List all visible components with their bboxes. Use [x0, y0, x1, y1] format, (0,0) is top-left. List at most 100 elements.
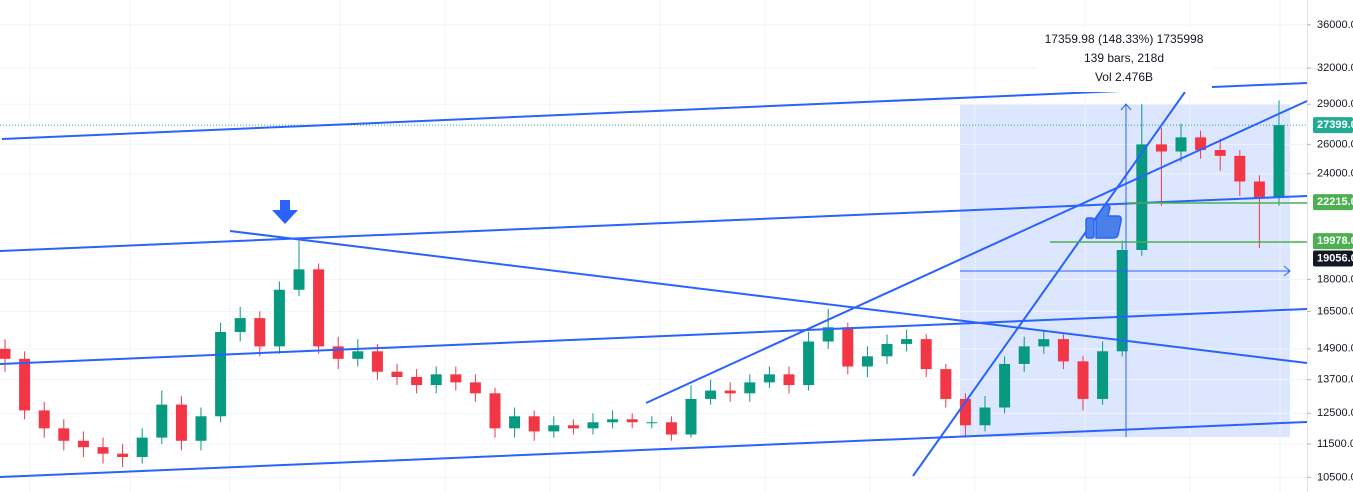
candle-body — [254, 318, 266, 347]
price-label: 22215.0 — [1317, 196, 1353, 208]
candle-body — [411, 377, 423, 386]
candle-body — [77, 440, 89, 448]
measure-tooltip: 17359.98 (148.33%) 1735998 139 bars, 218… — [1037, 28, 1212, 92]
candle-body — [1253, 181, 1265, 198]
candle-body — [803, 341, 815, 386]
candle-body — [136, 437, 148, 457]
candle-body — [234, 318, 246, 332]
candle-body — [391, 371, 403, 378]
candle-body — [1214, 150, 1226, 156]
price-axis-labels: 36000.0 32000.0 29000.0 26000.0 24000.0 18000… — [1307, 19, 1353, 483]
candle-body — [744, 382, 756, 394]
candle-body — [763, 374, 775, 383]
price-label: 19056.0 — [1317, 252, 1353, 264]
candle-body — [861, 356, 873, 367]
candle-body — [842, 327, 854, 367]
trendline — [912, 91, 1186, 477]
trendline — [0, 308, 1308, 365]
trendline — [229, 230, 1308, 364]
arrow-marker — [272, 200, 298, 224]
y-tick-label: 29000.0 — [1317, 98, 1353, 110]
candle-body — [959, 398, 971, 426]
y-tick-label: 36000.0 — [1317, 19, 1353, 31]
candle-body — [1155, 144, 1167, 152]
candle-body — [979, 407, 991, 426]
y-tick-label: 32000.0 — [1317, 62, 1353, 74]
price-label: 27399.0 — [1317, 119, 1353, 131]
candle-body — [705, 390, 717, 399]
plot — [0, 100, 1307, 468]
candle-body — [999, 363, 1011, 408]
candle-body — [1234, 155, 1246, 182]
candle-body — [509, 416, 521, 429]
candle-body — [1175, 137, 1187, 152]
candle-body — [1077, 361, 1089, 399]
y-tick-label: 26000.0 — [1317, 138, 1353, 150]
trendline — [1, 82, 1308, 140]
candle-body — [489, 393, 501, 429]
candle-body — [195, 416, 207, 441]
candle-body — [1273, 125, 1285, 198]
candle-body — [156, 404, 168, 438]
y-tick-label: 13700.0 — [1317, 374, 1353, 386]
candle-body — [430, 374, 442, 386]
measure-arrow — [1283, 265, 1291, 277]
candle-body — [901, 339, 913, 344]
price-label-box — [1313, 250, 1353, 267]
candle-body — [450, 374, 462, 383]
candle-body — [19, 358, 31, 411]
candle-body — [626, 419, 638, 423]
candle-body — [38, 410, 50, 429]
candle-body — [469, 382, 481, 394]
candle-body — [665, 422, 677, 435]
candle-body — [1057, 339, 1069, 362]
candle-body — [1195, 137, 1207, 151]
thumbs-up-icon — [1085, 203, 1122, 239]
candle-body — [1136, 144, 1148, 251]
candle-body — [215, 331, 227, 417]
y-tick-label: 18000.0 — [1317, 273, 1353, 285]
tooltip-line: 139 bars, 218d — [1084, 51, 1164, 65]
measure-arrow — [1120, 103, 1132, 111]
y-tick-label: 10500.0 — [1317, 471, 1353, 483]
y-tick-label: 14900.0 — [1317, 343, 1353, 355]
grid — [0, 0, 1307, 492]
candle-body — [1038, 339, 1050, 347]
candle-body — [1097, 351, 1109, 399]
candle-body — [548, 425, 560, 432]
candle-body — [175, 404, 187, 441]
candle-body — [97, 447, 109, 454]
candle-body — [352, 351, 364, 359]
candle-body — [783, 374, 795, 386]
candle-body — [685, 398, 697, 435]
price-label-box — [1313, 233, 1353, 250]
trendline — [0, 195, 1308, 252]
trendlines — [0, 82, 1308, 478]
candle-body — [920, 339, 932, 370]
trendline — [0, 421, 1308, 478]
price-label: 19978.0 — [1317, 235, 1353, 247]
candle-body — [273, 289, 285, 347]
candle-body — [724, 390, 736, 394]
y-tick-label: 24000.0 — [1317, 168, 1353, 180]
price-label-box — [1313, 117, 1353, 134]
trendline — [645, 100, 1308, 404]
candle-body — [58, 428, 70, 441]
candle-body — [881, 343, 893, 357]
candle-body — [567, 425, 579, 429]
candle-body — [0, 348, 11, 359]
tooltip-line: 17359.98 (148.33%) 1735998 — [1045, 32, 1204, 46]
y-tick-label: 12500.0 — [1317, 407, 1353, 419]
tooltip-box — [1037, 28, 1212, 92]
price-label-box — [1313, 194, 1353, 211]
candle-body — [293, 269, 305, 290]
candle-body — [371, 351, 383, 372]
candle-body — [313, 269, 325, 347]
tooltip-line: Vol 2.476B — [1095, 70, 1153, 84]
y-tick-label: 16500.0 — [1317, 305, 1353, 317]
candle-body — [1018, 346, 1030, 364]
candle-body — [332, 346, 344, 359]
candle-body — [528, 416, 540, 432]
